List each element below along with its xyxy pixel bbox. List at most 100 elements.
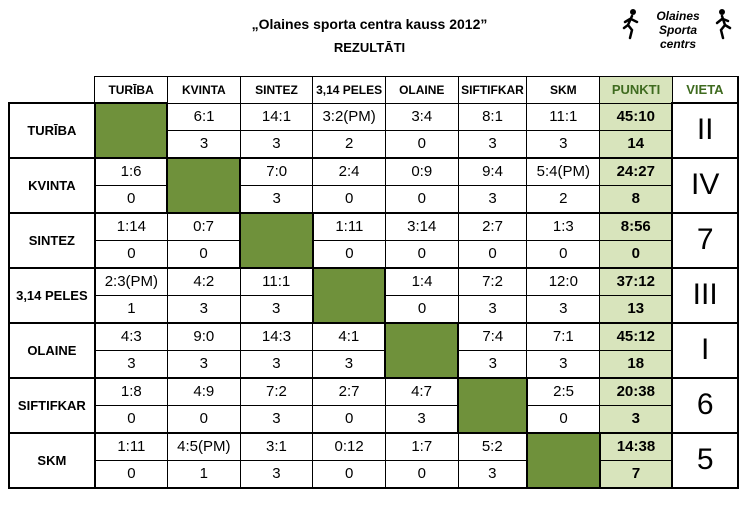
total-score: 14:38 bbox=[599, 432, 673, 461]
match-points: 0 bbox=[166, 405, 241, 434]
match-score: 7:4 bbox=[457, 322, 528, 351]
logo-text: Olaines Sporta centrs bbox=[640, 9, 716, 51]
match-score: 0:9 bbox=[384, 157, 459, 186]
total-points: 14 bbox=[599, 130, 673, 159]
match-points: 0 bbox=[312, 240, 386, 269]
match-score: 1:6 bbox=[94, 157, 168, 186]
column-header: SIFTIFKAR bbox=[457, 76, 528, 104]
self-match-cell bbox=[525, 431, 601, 489]
team-place: II bbox=[671, 102, 739, 159]
match-score: 3:4 bbox=[384, 103, 459, 131]
team-place: 5 bbox=[671, 431, 739, 489]
match-score: 14:3 bbox=[239, 322, 314, 351]
team-name: KVINTA bbox=[8, 157, 96, 214]
team-name: TURĪBA bbox=[8, 103, 96, 159]
match-score: 4:5(PM) bbox=[166, 432, 241, 461]
self-match-cell bbox=[384, 321, 460, 379]
match-points: 3 bbox=[239, 460, 314, 489]
column-header: SINTEZ bbox=[239, 76, 314, 104]
results-table: TURĪBA KVINTA SINTEZ 3,14 PELES OLAINE S… bbox=[8, 76, 739, 489]
match-points: 1 bbox=[166, 460, 241, 489]
match-score: 4:7 bbox=[384, 377, 459, 406]
self-match-cell bbox=[93, 102, 169, 159]
runner-icon bbox=[622, 9, 639, 40]
team-row-points: 1 3 3 0 3 3 13 bbox=[9, 295, 738, 324]
team-row-scores: TURĪBA 6:1 14:1 3:2(PM) 3:4 8:1 11:1 45:10 II bbox=[8, 102, 739, 159]
match-score: 1:3 bbox=[526, 212, 601, 241]
team-name: SINTEZ bbox=[8, 212, 96, 269]
total-score: 8:56 bbox=[599, 212, 673, 241]
total-points: 18 bbox=[599, 350, 673, 379]
team-row-scores: SIFTIFKAR 1:8 4:9 7:2 2:7 4:7 2:5 20:38 6 bbox=[8, 376, 739, 434]
match-score: 7:1 bbox=[526, 322, 601, 351]
match-score: 14:1 bbox=[239, 103, 314, 131]
team-name: SKM bbox=[8, 432, 96, 489]
match-points: 3 bbox=[526, 295, 601, 324]
match-score: 1:4 bbox=[384, 267, 459, 296]
match-points: 0 bbox=[384, 295, 459, 324]
match-points: 0 bbox=[94, 185, 168, 214]
match-score: 6:1 bbox=[166, 103, 241, 131]
match-score: 3:14 bbox=[384, 212, 459, 241]
match-score: 12:0 bbox=[526, 267, 601, 296]
match-points: 3 bbox=[312, 350, 386, 379]
match-points: 0 bbox=[526, 405, 601, 434]
match-score: 11:1 bbox=[239, 267, 314, 296]
column-header: SKM bbox=[526, 76, 601, 104]
logo-line2: Sporta centrs bbox=[658, 23, 697, 51]
corner-cell bbox=[9, 76, 96, 104]
match-points: 2 bbox=[526, 185, 601, 214]
match-points: 3 bbox=[239, 295, 314, 324]
column-header: OLAINE bbox=[384, 76, 459, 104]
match-points: 3 bbox=[239, 185, 314, 214]
logo: Olaines Sporta centrs bbox=[618, 4, 736, 51]
header-row: TURĪBA KVINTA SINTEZ 3,14 PELES OLAINE S… bbox=[9, 76, 739, 104]
match-points: 3 bbox=[239, 130, 314, 159]
column-header: 3,14 PELES bbox=[312, 76, 386, 104]
match-points: 3 bbox=[239, 350, 314, 379]
match-points: 0 bbox=[384, 460, 459, 489]
match-points: 0 bbox=[94, 460, 168, 489]
match-score: 7:2 bbox=[239, 377, 314, 406]
match-points: 1 bbox=[94, 295, 168, 324]
self-match-cell bbox=[239, 211, 314, 269]
match-points: 0 bbox=[94, 405, 168, 434]
total-points: 8 bbox=[599, 185, 673, 214]
total-score: 45:10 bbox=[599, 103, 673, 131]
team-name: 3,14 PELES bbox=[8, 267, 96, 324]
page-subtitle: REZULTĀTI bbox=[333, 40, 406, 55]
team-place: IV bbox=[671, 156, 739, 214]
match-score: 2:7 bbox=[457, 212, 528, 241]
team-row-scores: OLAINE 4:3 9:0 14:3 4:1 7:4 7:1 45:12 I bbox=[8, 321, 739, 379]
match-points: 3 bbox=[526, 130, 601, 159]
punkti-header: PUNKTI bbox=[599, 76, 673, 104]
self-match-cell bbox=[166, 156, 242, 214]
match-score: 7:0 bbox=[239, 157, 314, 186]
team-row-scores: SKM 1:11 4:5(PM) 3:1 0:12 1:7 5:2 14:38 5 bbox=[8, 431, 739, 489]
match-score: 4:1 bbox=[312, 322, 386, 351]
match-score: 5:2 bbox=[457, 432, 528, 461]
team-place: III bbox=[671, 266, 739, 324]
match-points: 3 bbox=[457, 130, 528, 159]
match-score: 1:7 bbox=[384, 432, 459, 461]
team-row-scores: 3,14 PELES 2:3(PM) 4:2 11:1 1:4 7:2 12:0 37:12 I… bbox=[8, 266, 739, 324]
match-score: 2:3(PM) bbox=[94, 267, 168, 296]
match-score: 1:11 bbox=[312, 212, 386, 241]
team-row-scores: SINTEZ 1:14 0:7 1:11 3:14 2:7 1:3 8:56 7 bbox=[8, 211, 739, 269]
runner-icon bbox=[715, 9, 732, 40]
match-score: 2:4 bbox=[312, 157, 386, 186]
match-points: 3 bbox=[457, 185, 528, 214]
team-row-scores: KVINTA 1:6 7:0 2:4 0:9 9:4 5:4(PM) 24:27 IV bbox=[8, 156, 739, 214]
match-points: 3 bbox=[457, 350, 528, 379]
match-score: 1:14 bbox=[94, 212, 168, 241]
match-points: 3 bbox=[384, 405, 459, 434]
match-points: 3 bbox=[457, 460, 528, 489]
team-place: 6 bbox=[671, 376, 739, 434]
total-score: 45:12 bbox=[599, 322, 673, 351]
match-points: 3 bbox=[239, 405, 314, 434]
match-score: 2:5 bbox=[526, 377, 601, 406]
match-score: 4:9 bbox=[166, 377, 241, 406]
match-points: 3 bbox=[94, 350, 168, 379]
